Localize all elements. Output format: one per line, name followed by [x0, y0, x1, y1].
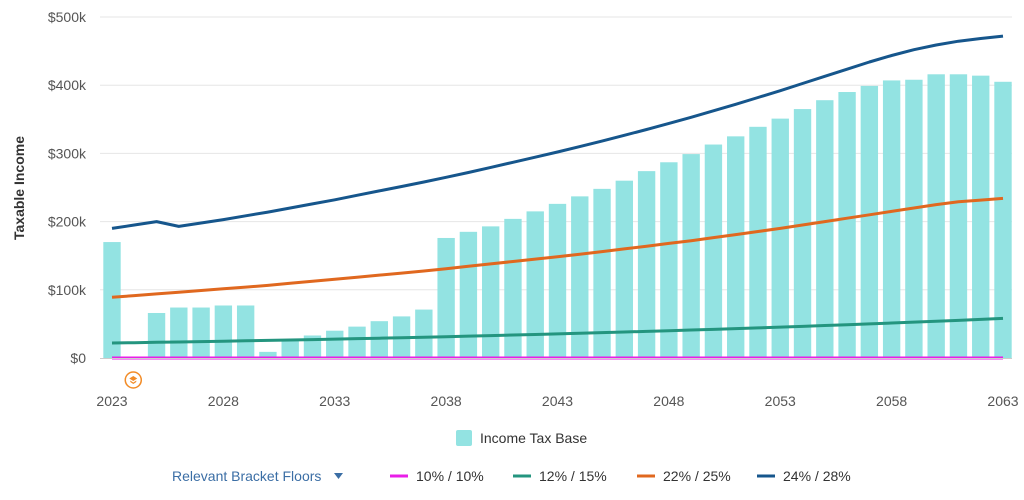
legend-label-bracket: 22% / 25% [663, 468, 731, 484]
bracket-floors-menu-label: Relevant Bracket Floors [172, 468, 321, 484]
x-tick-label: 2058 [876, 393, 907, 409]
income-tax-base-bar[interactable] [838, 92, 856, 359]
legend-item-income-tax-base[interactable]: Income Tax Base [456, 430, 587, 446]
income-tax-base-bar[interactable] [793, 109, 812, 358]
income-tax-base-bar[interactable] [994, 81, 1012, 358]
income-tax-base-bar[interactable] [927, 74, 945, 359]
legend-label-income-tax-base: Income Tax Base [480, 430, 587, 446]
income-tax-base-bar[interactable] [214, 305, 233, 358]
bracket-line-22-25[interactable] [111, 196, 1004, 299]
income-tax-base-bar[interactable] [259, 351, 277, 358]
income-tax-base-bar[interactable] [103, 242, 121, 358]
income-tax-base-bar[interactable] [437, 237, 455, 358]
y-tick-label: $400k [48, 77, 87, 93]
income-tax-base-bar[interactable] [504, 218, 522, 358]
income-tax-base-bar[interactable] [816, 100, 834, 358]
income-tax-base-bars[interactable] [103, 74, 1012, 359]
legend-item-bracket[interactable]: 12% / 15% [513, 468, 607, 484]
income-tax-base-bar[interactable] [637, 171, 656, 358]
legend-item-bracket[interactable]: 24% / 28% [757, 468, 851, 484]
bracket-line-24-28[interactable] [111, 34, 1004, 230]
income-tax-base-bar[interactable] [749, 126, 767, 358]
bracket-floors-menu[interactable]: Relevant Bracket Floors [172, 468, 343, 484]
y-tick-label: $0 [70, 350, 86, 366]
income-tax-base-bar[interactable] [882, 80, 901, 359]
x-tick-label: 2033 [319, 393, 350, 409]
legend-label-bracket: 12% / 15% [539, 468, 607, 484]
legend-label-bracket: 24% / 28% [783, 468, 851, 484]
income-tax-base-bar[interactable] [481, 226, 500, 358]
x-tick-label: 2023 [96, 393, 127, 409]
income-tax-base-bar[interactable] [348, 326, 366, 358]
x-tick-label: 2043 [542, 393, 573, 409]
income-tax-base-bar[interactable] [727, 136, 745, 358]
y-axis-label: Taxable Income [11, 136, 27, 240]
income-tax-base-bar[interactable] [593, 188, 611, 358]
income-tax-base-swatch [456, 430, 472, 446]
income-tax-base-bar[interactable] [905, 79, 923, 358]
income-tax-base-bar[interactable] [949, 74, 968, 359]
y-tick-label: $100k [48, 282, 87, 298]
x-tick-label: 2048 [653, 393, 684, 409]
income-tax-base-bar[interactable] [660, 162, 678, 358]
income-tax-base-bar[interactable] [170, 307, 188, 358]
income-tax-base-bar[interactable] [615, 180, 634, 358]
bracket-line-12-15[interactable] [111, 316, 1004, 345]
income-tax-base-bar[interactable] [704, 144, 723, 358]
x-tick-label: 2038 [431, 393, 462, 409]
income-tax-base-bar[interactable] [281, 339, 299, 358]
income-tax-base-bar[interactable] [459, 231, 478, 358]
x-tick-label: 2063 [987, 393, 1018, 409]
income-tax-base-bar[interactable] [147, 312, 166, 358]
milestone-marker[interactable] [124, 371, 143, 389]
x-tick-label: 2028 [208, 393, 239, 409]
income-tax-base-bar[interactable] [571, 196, 589, 358]
income-tax-base-bar[interactable] [192, 307, 210, 358]
legend-item-bracket[interactable]: 10% / 10% [390, 468, 484, 484]
x-axis-ticks: 2023 2028 2033 2038 2043 2048 2053 2058 2063 [96, 393, 1018, 409]
income-tax-base-bar[interactable] [415, 309, 433, 358]
legend-item-bracket[interactable]: 22% / 25% [637, 468, 731, 484]
y-tick-label: $200k [48, 214, 87, 230]
x-tick-label: 2053 [765, 393, 796, 409]
y-axis-ticks: $0 $100k $200k $300k $400k $500k [48, 9, 87, 366]
income-tax-base-bar[interactable] [860, 85, 879, 358]
caret-down-icon [334, 473, 343, 479]
income-tax-base-bar[interactable] [972, 75, 990, 358]
y-tick-label: $500k [48, 9, 87, 25]
income-tax-base-bar[interactable] [526, 211, 544, 358]
income-tax-base-bar[interactable] [682, 154, 700, 358]
milestone-icon [129, 376, 138, 384]
income-tax-base-bar[interactable] [771, 118, 789, 358]
y-tick-label: $300k [48, 145, 87, 161]
bracket-floors-legend: 10% / 10% 12% / 15% 22% / 25% 24% / 28% [390, 468, 851, 484]
income-tax-base-bar[interactable] [236, 305, 255, 358]
income-tax-base-bar[interactable] [326, 330, 344, 358]
legend-label-bracket: 10% / 10% [416, 468, 484, 484]
income-tax-base-bar[interactable] [548, 203, 567, 358]
